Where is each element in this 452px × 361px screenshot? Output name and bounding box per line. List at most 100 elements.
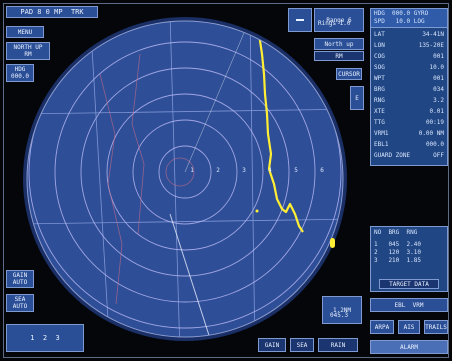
- ring-label: 5: [294, 167, 298, 174]
- nav-data-value: 0.00 NM: [418, 130, 444, 137]
- east-button[interactable]: E: [350, 86, 364, 110]
- motion-mode-button[interactable]: RM: [314, 51, 364, 61]
- ring-label: 2: [216, 167, 220, 174]
- nav-panel: HDG 000.0 GYRO SPD 10.0 LOG LAT 34-41N LON…: [370, 8, 448, 166]
- sea-auto-button[interactable]: SEA AUTO: [6, 294, 34, 312]
- range-rings-label: Rings 1.0: [318, 20, 351, 27]
- range-rings: [28, 21, 342, 329]
- heading-line: [169, 213, 216, 337]
- mode-title: PAD 8 0 MP TRK: [6, 6, 98, 18]
- coastline: [99, 73, 123, 305]
- gain-button[interactable]: GAIN: [258, 338, 286, 352]
- nav-data-key: TTG: [374, 119, 385, 126]
- grid-line: [89, 21, 111, 337]
- nav-data-row: EBL1 000.0: [374, 141, 444, 149]
- nav-data-row: RNG 3.2: [374, 97, 444, 105]
- nav-panel-header: HDG 000.0 GYRO SPD 10.0 LOG: [371, 9, 447, 28]
- nav-data-row: BRG 034: [374, 86, 444, 94]
- ais-button[interactable]: AIS: [398, 320, 420, 334]
- ring-label: 1: [190, 167, 194, 174]
- range-label: Range 6: [326, 16, 352, 24]
- speed-readout: SPD 10.0 LOG: [374, 18, 425, 25]
- arpa-button[interactable]: ARPA: [370, 320, 394, 334]
- range-minus-button[interactable]: [288, 8, 312, 32]
- nav-data-value: 3.2: [433, 97, 444, 104]
- nav-data-value: OFF: [433, 152, 444, 159]
- nav-data-row: SOG 10.0: [374, 64, 444, 72]
- ebl-line: [184, 21, 253, 173]
- range-ring: [80, 67, 290, 277]
- mode-button[interactable]: NORTH UP RM: [6, 42, 50, 60]
- nav-data-value: 00:19: [425, 119, 444, 126]
- nav-data-key: XTE: [374, 108, 385, 115]
- target-panel: NO BRG RNG 1 045 2.40 2 120 3.10 3 210 1…: [370, 226, 448, 292]
- nav-data-key: COG: [374, 53, 385, 60]
- range-display[interactable]: Range 6: [314, 8, 364, 32]
- ebl-vrm-button[interactable]: EBL VRM: [370, 298, 448, 312]
- cursor-bearing: 045.3: [330, 312, 349, 319]
- target-data-button[interactable]: TARGET DATA: [379, 279, 439, 289]
- alarm-button[interactable]: ALARM: [370, 340, 448, 354]
- range-ring: [158, 145, 212, 199]
- nav-data-value: 001: [433, 53, 444, 60]
- heading-button[interactable]: HDG 000.0: [6, 64, 34, 82]
- radar-scope[interactable]: 1 2 3 4 5 6: [20, 14, 370, 354]
- target-header: NO BRG RNG: [374, 229, 418, 236]
- range-ring: [54, 41, 316, 303]
- sea-button[interactable]: SEA: [290, 338, 314, 352]
- minus-icon: [296, 19, 304, 21]
- nav-data-value: 001: [433, 75, 444, 82]
- scope-edge: [26, 20, 344, 338]
- grid-line: [249, 21, 256, 337]
- range-ring: [132, 119, 238, 225]
- nav-data-key: BRG: [374, 86, 385, 93]
- nav-data-key: SOG: [374, 64, 385, 71]
- target-row[interactable]: 2 120 3.10: [374, 249, 421, 256]
- nav-data-row: WPT 001: [374, 75, 444, 83]
- own-ship-circle: [165, 157, 195, 187]
- screen-frame: [3, 3, 449, 358]
- nav-data-key: WPT: [374, 75, 385, 82]
- nav-data-row: LAT 34-41N: [374, 31, 444, 39]
- ring-label: 3: [242, 167, 246, 174]
- target-echo: [255, 209, 259, 213]
- nav-data-row: GUARD ZONE OFF: [374, 152, 444, 160]
- cursor-range: 1.2NM: [332, 306, 352, 314]
- rain-button[interactable]: RAIN: [318, 338, 358, 352]
- nav-data-key: GUARD ZONE: [374, 152, 411, 159]
- nav-data-value: 000.0: [425, 141, 444, 148]
- grid-lines: [27, 21, 343, 337]
- nav-data-key: LAT: [374, 31, 385, 38]
- scope-face: [27, 21, 343, 337]
- grid-line: [27, 218, 343, 225]
- trails-button[interactable]: TRAILS: [424, 320, 448, 334]
- cursor-readout: 1.2NM: [322, 296, 362, 324]
- target-trail: [257, 33, 304, 233]
- chart-overlay: [99, 53, 195, 305]
- north-up-button[interactable]: North up: [314, 38, 364, 50]
- nav-data-row: TTG 00:19: [374, 119, 444, 127]
- preset-selector[interactable]: 1 2 3: [6, 324, 84, 352]
- target-echo-edge: [330, 238, 335, 248]
- grid-line: [27, 108, 343, 115]
- ring-label: 4: [268, 167, 272, 174]
- gain-auto-button[interactable]: GAIN AUTO: [6, 270, 34, 288]
- nav-data-value: 34-41N: [422, 31, 444, 38]
- nav-data-value: 034: [433, 86, 444, 93]
- nav-data-value: 10.0: [429, 64, 444, 71]
- nav-data-row: COG 001: [374, 53, 444, 61]
- menu-button[interactable]: MENU: [6, 26, 44, 38]
- nav-data-key: VRM1: [374, 130, 389, 137]
- cursor-button[interactable]: CURSOR: [336, 68, 362, 80]
- target-row[interactable]: 1 045 2.40: [374, 241, 421, 248]
- ring-label: 6: [320, 167, 324, 174]
- nav-data-row: LON 135-20E: [374, 42, 444, 50]
- heading-readout: HDG 000.0 GYRO: [374, 10, 429, 17]
- nav-data-value: 0.01: [429, 108, 444, 115]
- nav-data-key: LON: [374, 42, 385, 49]
- grid-line: [169, 21, 181, 337]
- range-ring: [28, 21, 342, 329]
- nav-data-key: EBL1: [374, 141, 389, 148]
- nav-data-key: RNG: [374, 97, 385, 104]
- target-row[interactable]: 3 210 1.85: [374, 257, 421, 264]
